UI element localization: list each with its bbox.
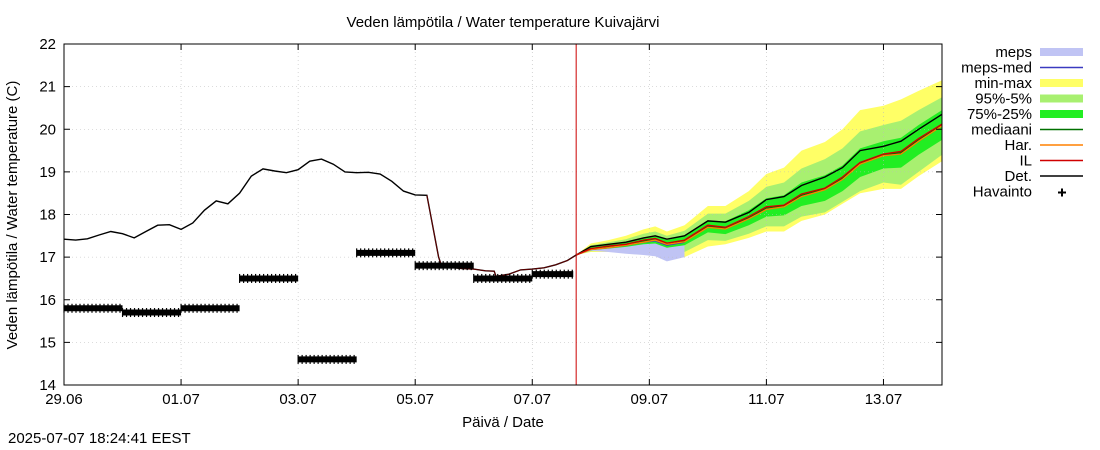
series-il: [575, 123, 943, 256]
x-tick-label: 01.07: [162, 391, 200, 408]
legend-label: mediaani: [971, 122, 1032, 139]
legend-label: meps: [995, 44, 1032, 61]
grid-layer: [64, 44, 942, 385]
legend-item: 75%-25%: [967, 106, 1083, 123]
legend-item: min-max: [974, 75, 1083, 92]
bands-layer: [576, 80, 942, 262]
x-tick-label: 11.07: [748, 391, 784, 408]
x-tick-label: 03.07: [279, 391, 317, 408]
observation-segment: [63, 303, 123, 313]
timestamp: 2025-07-07 18:24:41 EEST: [8, 430, 191, 447]
legend-label: min-max: [974, 75, 1032, 92]
y-axis: 14 15 16 17 18 19 20 21 22: [39, 36, 942, 394]
observation-segment: [121, 308, 182, 318]
observation-segment: [180, 303, 240, 313]
y-tick-label: 16: [39, 292, 56, 309]
legend-item: 95%-5%: [975, 91, 1083, 108]
legend-item: Havainto: [973, 184, 1066, 201]
legend-label: IL: [1019, 153, 1032, 170]
legend-label: 75%-25%: [967, 106, 1032, 123]
observation-segment: [473, 273, 533, 283]
legend-item: Det.: [1004, 168, 1083, 185]
x-tick-label: 07.07: [513, 391, 551, 408]
legend-item: meps: [995, 44, 1083, 61]
series-det-: [575, 113, 943, 256]
observation-segment: [356, 248, 416, 258]
legend-label: Det.: [1004, 168, 1032, 185]
y-axis-label: Veden lämpötila / Water temperature (C): [4, 81, 21, 350]
observation-segment: [297, 354, 357, 364]
x-axis-label: Päivä / Date: [462, 414, 544, 431]
legend-label: 95%-5%: [975, 91, 1032, 108]
legend-label: meps-med: [961, 60, 1032, 77]
observation-segment: [531, 269, 574, 279]
legend-swatch: [1040, 79, 1083, 87]
legend-label: Havainto: [973, 184, 1032, 201]
y-tick-label: 14: [39, 377, 56, 394]
legend-item: meps-med: [961, 60, 1083, 77]
x-axis: 29.06 01.07 03.07 05.07 07.07 09.07 11.07 13.07: [45, 44, 902, 408]
y-tick-label: 15: [39, 334, 56, 351]
series-det-history-: [63, 158, 577, 278]
observations-layer: [63, 248, 574, 364]
x-tick-label: 13.07: [865, 391, 903, 408]
legend-swatch: [1040, 48, 1083, 56]
y-tick-label: 19: [39, 164, 56, 181]
legend-swatch: [1040, 94, 1083, 103]
series-har-: [575, 125, 943, 256]
legend-item: IL: [1019, 153, 1083, 170]
y-tick-label: 18: [39, 207, 56, 224]
chart-title: Veden lämpötila / Water temperature Kuiv…: [347, 14, 660, 31]
legend-swatch: [1040, 110, 1083, 118]
legend: mepsmeps-medmin-max95%-5%75%-25%mediaani…: [961, 44, 1083, 201]
legend-item: Har.: [1004, 137, 1083, 154]
x-tick-label: 05.07: [396, 391, 434, 408]
x-tick-label: 29.06: [45, 391, 83, 408]
y-tick-label: 17: [39, 249, 56, 266]
y-tick-label: 21: [39, 79, 56, 96]
legend-label: Har.: [1004, 137, 1032, 154]
y-tick-label: 22: [39, 36, 56, 53]
y-tick-label: 20: [39, 121, 56, 138]
x-tick-label: 09.07: [631, 391, 669, 408]
legend-item: mediaani: [971, 122, 1083, 139]
band-95-5-: [576, 97, 942, 255]
band-min-max: [576, 80, 942, 260]
observation-segment: [414, 261, 474, 271]
observation-segment: [239, 273, 299, 283]
